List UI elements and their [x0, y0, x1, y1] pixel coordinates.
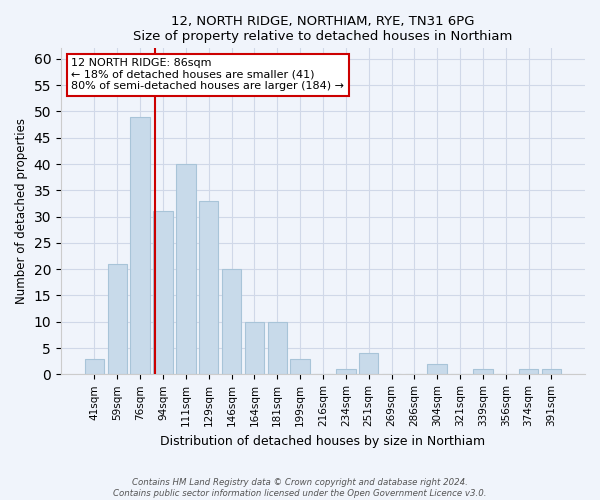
- Bar: [268, 322, 287, 374]
- Bar: [359, 354, 379, 374]
- Bar: [245, 322, 264, 374]
- Bar: [153, 212, 173, 374]
- Bar: [519, 369, 538, 374]
- Bar: [199, 201, 218, 374]
- Text: 12 NORTH RIDGE: 86sqm
← 18% of detached houses are smaller (41)
80% of semi-deta: 12 NORTH RIDGE: 86sqm ← 18% of detached …: [71, 58, 344, 92]
- Bar: [336, 369, 356, 374]
- Bar: [130, 116, 150, 374]
- Bar: [222, 269, 241, 374]
- Bar: [107, 264, 127, 374]
- Bar: [473, 369, 493, 374]
- Bar: [85, 358, 104, 374]
- Bar: [542, 369, 561, 374]
- X-axis label: Distribution of detached houses by size in Northiam: Distribution of detached houses by size …: [160, 434, 485, 448]
- Text: Contains HM Land Registry data © Crown copyright and database right 2024.
Contai: Contains HM Land Registry data © Crown c…: [113, 478, 487, 498]
- Bar: [290, 358, 310, 374]
- Y-axis label: Number of detached properties: Number of detached properties: [15, 118, 28, 304]
- Bar: [176, 164, 196, 374]
- Title: 12, NORTH RIDGE, NORTHIAM, RYE, TN31 6PG
Size of property relative to detached h: 12, NORTH RIDGE, NORTHIAM, RYE, TN31 6PG…: [133, 15, 512, 43]
- Bar: [427, 364, 447, 374]
